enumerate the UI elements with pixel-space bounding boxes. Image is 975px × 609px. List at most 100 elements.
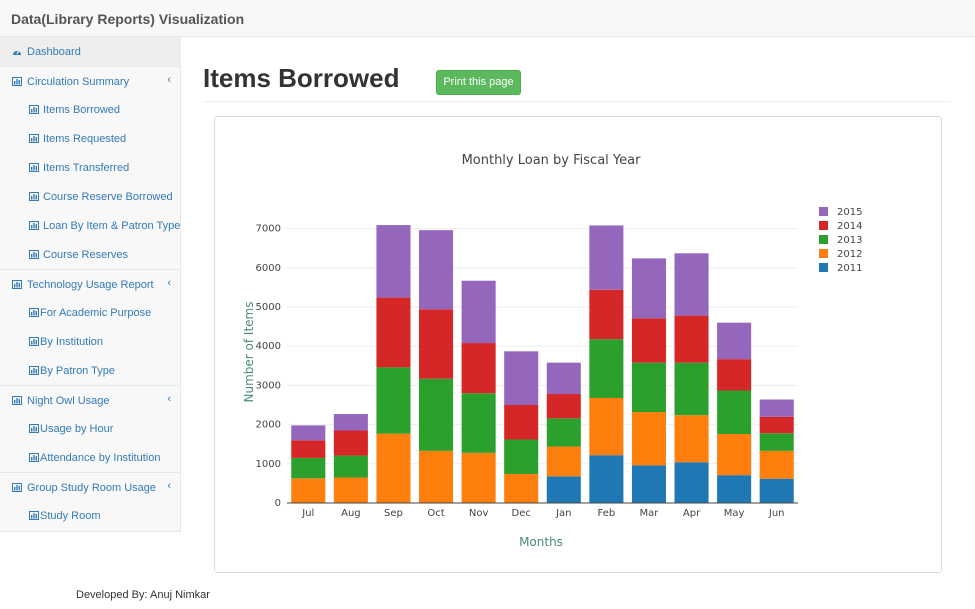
bar-may-2015[interactable] <box>717 322 752 360</box>
sidebar-item-loan-by-item-and-patron-type[interactable]: Loan By Item & Patron Type <box>0 211 181 240</box>
legend-item-2013[interactable]: 2013 <box>819 235 862 246</box>
y-tick-label: 6000 <box>256 263 281 274</box>
sidebar-item-course-reserve-borrowed[interactable]: Course Reserve Borrowed <box>0 182 181 211</box>
bar-sep-2013[interactable] <box>376 367 411 434</box>
bar-feb-2012[interactable] <box>589 397 624 456</box>
bar-chart-icon <box>12 396 22 405</box>
sidebar-item-course-reserves[interactable]: Course Reserves <box>0 240 181 269</box>
sidebar-item-label: For Academic Purpose <box>40 307 152 319</box>
legend-item-2011[interactable]: 2011 <box>819 263 862 274</box>
bar-mar-2012[interactable] <box>631 412 666 466</box>
sidebar-item-for-academic-purpose[interactable]: For Academic Purpose <box>0 298 181 327</box>
sidebar-item-items-borrowed[interactable]: Items Borrowed <box>0 95 181 124</box>
bar-mar-2013[interactable] <box>631 362 666 413</box>
bar-dec-2014[interactable] <box>504 405 539 440</box>
bar-feb-2011[interactable] <box>589 455 624 503</box>
legend[interactable]: 2015 2014 2013 2012 2011 <box>819 207 862 274</box>
legend-label: 2015 <box>837 207 862 218</box>
bar-apr-2013[interactable] <box>674 362 709 416</box>
bar-chart-icon <box>29 105 39 114</box>
bar-oct-2015[interactable] <box>419 230 454 310</box>
bar-dec-2015[interactable] <box>504 351 539 405</box>
bar-jan-2014[interactable] <box>546 394 581 419</box>
legend-swatch <box>819 235 828 244</box>
legend-item-2012[interactable]: 2012 <box>819 249 862 260</box>
legend-item-2014[interactable]: 2014 <box>819 221 862 232</box>
bar-mar-2015[interactable] <box>631 258 666 319</box>
chevron-left-icon[interactable]: ‹ <box>167 277 171 289</box>
sidebar-item-label: Course Reserves <box>43 249 128 261</box>
chevron-left-icon[interactable]: ‹ <box>167 480 171 492</box>
sidebar-item-night-owl-usage[interactable]: Night Owl Usage ‹ <box>0 385 181 414</box>
chevron-left-icon[interactable]: ‹ <box>167 74 171 86</box>
sidebar-item-items-transferred[interactable]: Items Transferred <box>0 153 181 182</box>
bar-jun-2011[interactable] <box>759 478 794 503</box>
bar-chart-icon <box>29 308 39 317</box>
bar-may-2012[interactable] <box>717 434 752 476</box>
bar-may-2011[interactable] <box>717 475 752 503</box>
sidebar-item-study-room[interactable]: Study Room <box>0 501 181 530</box>
bar-sep-2014[interactable] <box>376 297 411 368</box>
bar-nov-2015[interactable] <box>461 280 496 344</box>
sidebar-item-by-patron-type[interactable]: By Patron Type <box>0 356 181 385</box>
bar-nov-2013[interactable] <box>461 393 496 453</box>
bar-feb-2015[interactable] <box>589 225 624 290</box>
bar-feb-2014[interactable] <box>589 289 624 340</box>
bar-oct-2013[interactable] <box>419 378 454 451</box>
bar-jun-2013[interactable] <box>759 433 794 451</box>
bar-sep-2015[interactable] <box>376 225 411 298</box>
app-title[interactable]: Data(Library Reports) Visualization <box>11 11 245 27</box>
bar-dec-2012[interactable] <box>504 473 539 503</box>
sidebar-item-technology-usage-report[interactable]: Technology Usage Report ‹ <box>0 269 181 298</box>
bar-jun-2014[interactable] <box>759 416 794 434</box>
sidebar-item-label: By Patron Type <box>40 365 116 377</box>
bar-jul-2015[interactable] <box>291 425 326 441</box>
legend-swatch <box>819 221 828 230</box>
sidebar-item-attendance-by-institution[interactable]: Attendance by Institution <box>0 443 181 472</box>
y-tick-label: 4000 <box>256 341 281 352</box>
sidebar-item-circulation-summary[interactable]: Circulation Summary ‹ <box>0 66 181 95</box>
sidebar-item-label: Items Borrowed <box>43 104 121 116</box>
x-tick-label: Sep <box>384 508 403 519</box>
bar-mar-2011[interactable] <box>631 465 666 503</box>
bar-aug-2014[interactable] <box>333 430 368 456</box>
bar-aug-2015[interactable] <box>333 414 368 431</box>
chevron-left-icon[interactable]: ‹ <box>167 393 171 405</box>
bar-feb-2013[interactable] <box>589 339 624 398</box>
bar-oct-2014[interactable] <box>419 309 454 379</box>
bar-jan-2012[interactable] <box>546 446 581 477</box>
bar-aug-2013[interactable] <box>333 455 368 478</box>
bar-jan-2015[interactable] <box>546 362 581 395</box>
bar-jul-2013[interactable] <box>291 457 326 479</box>
print-button[interactable]: Print this page <box>436 70 521 95</box>
bar-mar-2014[interactable] <box>631 318 666 363</box>
bar-apr-2011[interactable] <box>674 462 709 503</box>
bar-chart-icon <box>29 337 39 346</box>
bar-apr-2014[interactable] <box>674 315 709 363</box>
bar-jan-2013[interactable] <box>546 418 581 447</box>
sidebar-item-usage-by-hour[interactable]: Usage by Hour <box>0 414 181 443</box>
bar-aug-2012[interactable] <box>333 477 368 503</box>
bar-may-2013[interactable] <box>717 390 752 435</box>
sidebar-item-by-institution[interactable]: By Institution <box>0 327 181 356</box>
bar-jul-2012[interactable] <box>291 478 326 503</box>
bar-jan-2011[interactable] <box>546 476 581 503</box>
sidebar-item-label: Items Transferred <box>43 162 130 174</box>
bar-jul-2014[interactable] <box>291 440 326 458</box>
sidebar-item-group-study-room-usage[interactable]: Group Study Room Usage ‹ <box>0 472 181 501</box>
bar-nov-2012[interactable] <box>461 452 496 503</box>
bar-dec-2013[interactable] <box>504 439 539 474</box>
legend-item-2015[interactable]: 2015 <box>819 207 862 218</box>
sidebar-item-dashboard[interactable]: Dashboard <box>0 37 181 66</box>
bar-sep-2012[interactable] <box>376 433 411 503</box>
bar-jun-2012[interactable] <box>759 450 794 479</box>
bar-apr-2012[interactable] <box>674 415 709 463</box>
x-tick-label: Jul <box>301 508 314 519</box>
bar-jun-2015[interactable] <box>759 399 794 417</box>
bar-nov-2014[interactable] <box>461 343 496 394</box>
bar-apr-2015[interactable] <box>674 253 709 316</box>
bar-may-2014[interactable] <box>717 359 752 391</box>
bar-oct-2012[interactable] <box>419 450 454 503</box>
sidebar-item-items-requested[interactable]: Items Requested <box>0 124 181 153</box>
x-tick-label: Jan <box>555 508 571 519</box>
